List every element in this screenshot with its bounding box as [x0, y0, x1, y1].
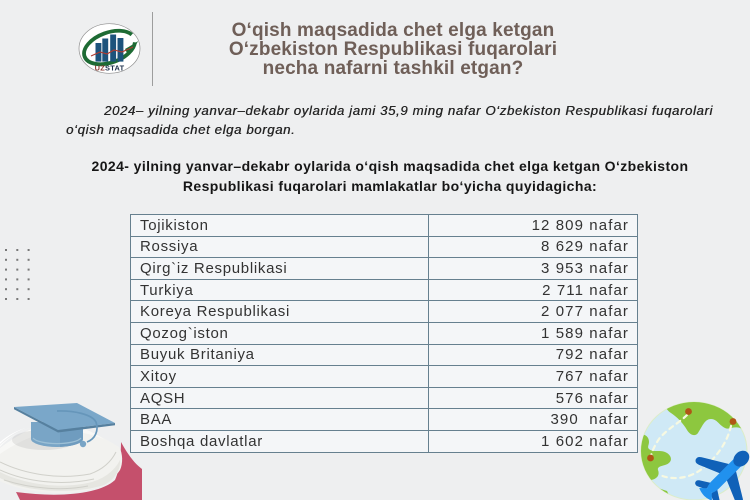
svg-text:UZSTAT: UZSTAT [95, 64, 125, 73]
